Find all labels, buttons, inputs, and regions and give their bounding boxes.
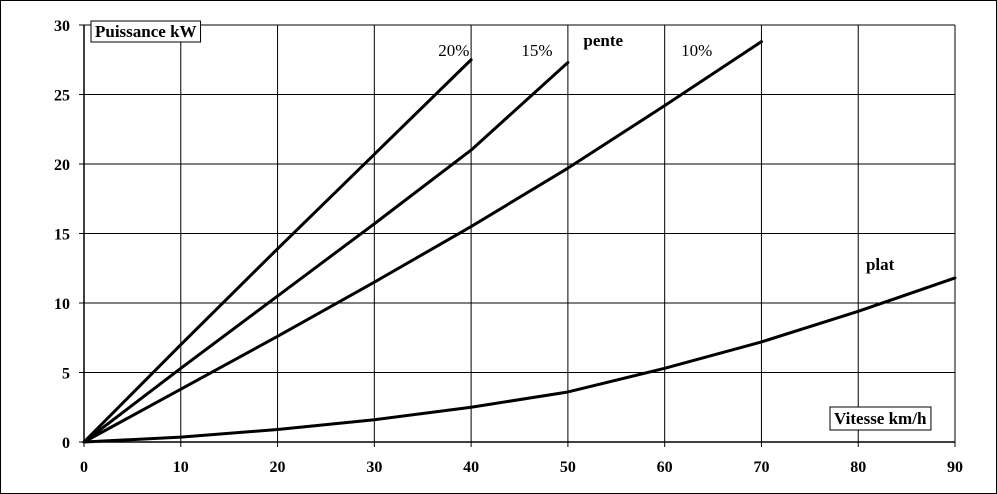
series-label: 20% xyxy=(438,41,469,60)
x-tick-label: 90 xyxy=(947,459,963,476)
y-tick-label: 10 xyxy=(54,296,70,313)
x-axis-title-box xyxy=(829,406,932,431)
y-tick-label: 20 xyxy=(54,157,70,174)
x-tick-label: 10 xyxy=(173,459,189,476)
y-tick-label: 30 xyxy=(54,18,70,35)
series-line xyxy=(82,61,570,444)
x-tick-label: 60 xyxy=(657,459,673,476)
annotation-pente: pente xyxy=(583,31,623,50)
series-line xyxy=(82,276,957,444)
series-label: 15% xyxy=(521,41,552,60)
x-tick-label: 30 xyxy=(366,459,382,476)
x-tick-label: 50 xyxy=(560,459,576,476)
series-label: plat xyxy=(866,255,895,274)
y-axis-title-box xyxy=(90,20,202,43)
series-line xyxy=(82,40,763,444)
series-label: 10% xyxy=(681,41,712,60)
x-tick-label: 0 xyxy=(80,459,88,476)
y-axis-title: Puissance kW xyxy=(95,22,197,41)
x-tick-label: 80 xyxy=(850,459,866,476)
x-tick-label: 20 xyxy=(270,459,286,476)
x-tick-label: 40 xyxy=(463,459,479,476)
x-tick-label: 70 xyxy=(753,459,769,476)
y-tick-label: 15 xyxy=(54,227,70,244)
x-axis-title: Vitesse km/h xyxy=(834,409,927,428)
y-tick-label: 0 xyxy=(62,435,70,452)
y-tick-label: 25 xyxy=(54,88,70,105)
y-tick-label: 5 xyxy=(62,366,70,383)
series-line xyxy=(82,58,473,444)
